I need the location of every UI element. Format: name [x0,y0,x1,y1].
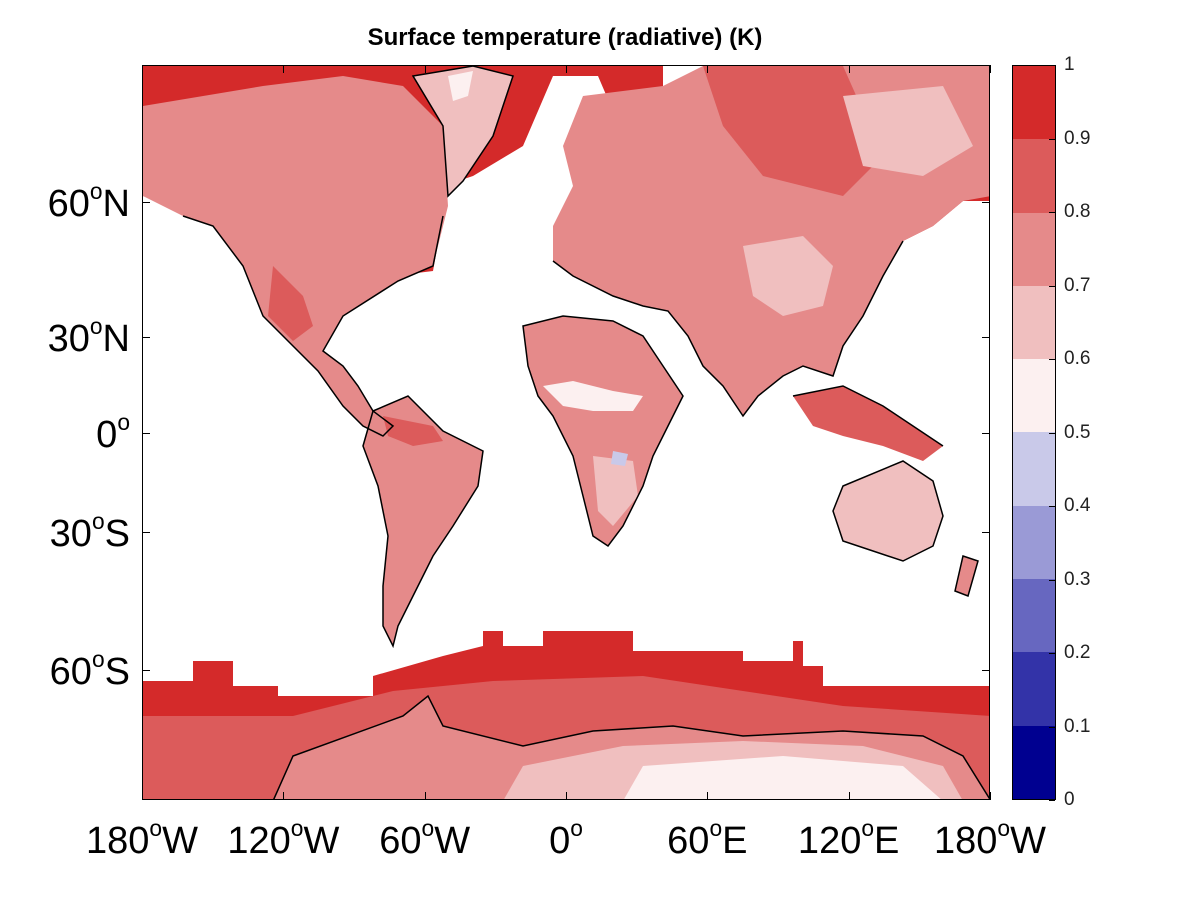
x-tick-mark [990,792,991,800]
colorbar-segment [1013,212,1055,286]
y-tick-label: 30oS [49,507,130,556]
x-tick-label: 60oE [667,815,748,863]
colorbar-segment [1013,725,1055,799]
colorbar-tick-mark [1049,65,1055,66]
x-tick-mark [707,65,709,73]
x-tick-mark [283,792,285,800]
x-tick-mark [424,65,426,73]
colorbar-tick-mark [1049,359,1055,360]
africa-cool [543,381,643,411]
x-tick-mark [424,792,426,800]
colorbar-tick-mark [1049,432,1055,434]
south-america-warm [383,416,443,446]
y-tick-mark [982,337,990,338]
north-america-warm [268,266,313,341]
colorbar-tick-label: 0.4 [1064,495,1091,516]
colorbar-tick-mark [1049,138,1055,140]
colorbar-tick-mark [1049,285,1055,287]
x-tick-mark [848,792,850,800]
colorbar-segment [1013,579,1055,653]
siberia-cool [843,86,973,176]
y-tick-mark [982,433,990,434]
colorbar-segment [1013,139,1055,213]
south-america [363,396,483,646]
y-tick-mark [142,202,150,203]
greenland [413,66,513,196]
australia [833,461,943,561]
colorbar-tick-label: 0.3 [1064,568,1091,590]
maritime-continent [793,386,943,461]
colorbar-tick-label: 0.6 [1064,348,1091,369]
x-tick-mark [142,65,143,73]
colorbar-tick-mark [1049,579,1055,581]
antarctica-core [624,756,941,799]
y-tick-label: 0o [96,408,130,457]
colorbar-tick-label: 0 [1064,789,1075,810]
y-tick-mark [982,202,990,203]
x-tick-mark [142,792,143,800]
colorbar-tick-label: 0.7 [1064,274,1091,296]
x-tick-mark [283,65,285,73]
colorbar-segment [1013,359,1055,433]
eurasia-warm-north [703,66,883,196]
x-tick-label: 0o [549,815,583,863]
y-tick-mark [982,670,990,671]
y-tick-mark [982,532,990,533]
map-title: Surface temperature (radiative) (K) [367,24,763,51]
colorbar-tick-mark [1049,726,1055,728]
africa-south [593,456,638,526]
colorbar-tick-mark [1049,653,1055,654]
y-tick-mark [142,532,150,533]
x-tick-label: 180oW [934,815,1046,863]
y-tick-mark [142,337,150,338]
africa-blue-spot [611,451,628,466]
colorbar-tick-mark [1049,800,1055,801]
y-tick-label: 30oN [47,312,130,361]
x-tick-mark [848,65,850,73]
africa [523,316,683,546]
coastlines [182,66,989,799]
colorbar-tick-mark [1049,212,1055,213]
colorbar-tick-mark [1049,506,1055,507]
x-tick-mark [990,65,991,73]
y-tick-label: 60oS [49,645,130,694]
x-tick-mark [707,792,709,800]
colorbar-segment [1013,652,1055,726]
x-tick-label: 180oW [86,815,198,863]
y-tick-mark [142,670,150,671]
colorbar-tick-label: 0.8 [1064,201,1091,222]
x-tick-label: 120oE [797,815,900,863]
colorbar-tick-label: 0.9 [1064,127,1091,149]
colorbar-segment [1013,285,1055,360]
colorbar-segment [1013,66,1055,140]
colorbar-tick-label: 0.1 [1064,715,1091,737]
y-tick-label: 60oN [47,177,130,226]
colorbar [1012,65,1056,800]
colorbar-tick-label: 0.2 [1064,642,1091,663]
asia-plateau [743,236,833,316]
x-tick-mark [566,792,567,800]
greenland-core [448,71,473,101]
map-plot-area [142,65,990,800]
colorbar-segment [1013,505,1055,580]
colorbar-tick-label: 1 [1064,54,1075,75]
north-america [143,76,448,436]
colorbar-segment [1013,432,1055,506]
colorbar-tick-label: 0.5 [1064,421,1091,443]
x-tick-label: 120oW [227,815,340,863]
y-tick-mark [142,433,150,434]
x-tick-mark [566,65,567,73]
world-map [143,66,989,799]
x-tick-label: 60oW [379,815,471,863]
